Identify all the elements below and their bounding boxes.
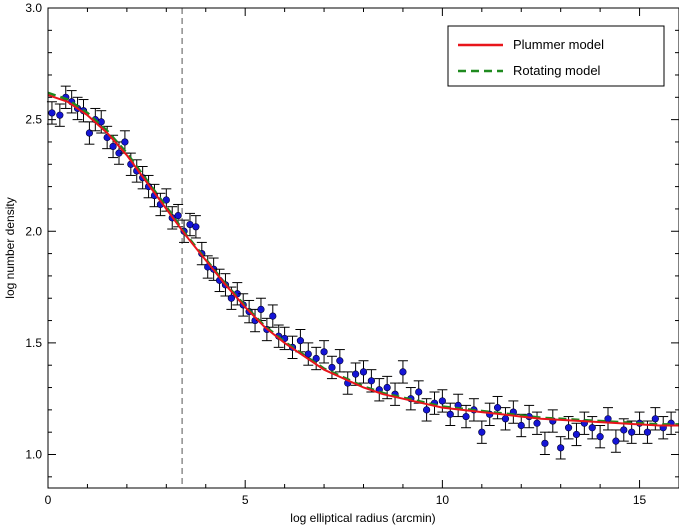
data-point — [374, 379, 384, 401]
data-point — [191, 216, 201, 238]
data-point — [335, 350, 345, 372]
x-tick-label: 10 — [436, 493, 450, 507]
data-marker — [589, 424, 596, 431]
data-marker — [122, 139, 129, 146]
y-tick-label: 1.5 — [25, 336, 42, 350]
data-marker — [187, 221, 194, 228]
data-marker — [597, 433, 604, 440]
data-marker — [613, 438, 620, 445]
data-marker — [269, 313, 276, 320]
data-point — [295, 329, 305, 351]
data-marker — [565, 424, 572, 431]
data-marker — [479, 429, 486, 436]
data-point — [477, 421, 487, 443]
data-point — [508, 401, 518, 423]
x-axis-label: log elliptical radius (arcmin) — [290, 511, 435, 525]
data-point — [548, 410, 558, 432]
data-point — [84, 122, 94, 144]
data-marker — [193, 223, 200, 230]
data-point — [256, 298, 266, 320]
x-tick-label: 5 — [242, 493, 249, 507]
data-marker — [321, 349, 328, 356]
data-point — [359, 361, 369, 383]
data-point — [650, 408, 660, 430]
y-axis-label: log number density — [3, 197, 17, 298]
y-tick-label: 2.0 — [25, 224, 42, 238]
data-point — [540, 432, 550, 454]
data-point — [595, 425, 605, 447]
data-marker — [620, 427, 627, 434]
data-marker — [175, 212, 182, 219]
data-point — [414, 381, 424, 403]
data-point — [579, 412, 589, 434]
data-marker — [415, 389, 422, 396]
y-tick-label: 3.0 — [25, 1, 42, 15]
data-marker — [652, 415, 659, 422]
data-marker — [542, 440, 549, 447]
data-marker — [628, 429, 635, 436]
x-tick-label: 0 — [45, 493, 52, 507]
data-marker — [400, 369, 407, 376]
data-marker — [534, 420, 541, 427]
data-marker — [439, 398, 446, 405]
data-marker — [384, 384, 391, 391]
data-point — [603, 408, 613, 430]
data-marker — [49, 110, 56, 117]
data-point — [500, 408, 510, 430]
legend-label-plummer: Plummer model — [513, 37, 604, 52]
x-tick-label: 15 — [633, 493, 647, 507]
data-marker — [494, 404, 501, 411]
data-marker — [605, 415, 612, 422]
data-marker — [644, 429, 651, 436]
data-marker — [447, 411, 454, 418]
data-marker — [463, 413, 470, 420]
data-marker — [368, 378, 375, 385]
data-point — [343, 372, 353, 394]
data-point — [532, 412, 542, 434]
data-marker — [337, 357, 344, 364]
y-tick-label: 2.5 — [25, 113, 42, 127]
data-point — [556, 437, 566, 459]
data-marker — [518, 422, 525, 429]
data-marker — [110, 143, 117, 150]
data-marker — [258, 306, 265, 313]
data-marker — [573, 431, 580, 438]
legend-label-rotating: Rotating model — [513, 63, 601, 78]
data-marker — [329, 364, 336, 371]
data-marker — [352, 371, 359, 378]
data-marker — [57, 112, 64, 119]
data-marker — [423, 407, 430, 414]
data-marker — [557, 445, 564, 452]
data-marker — [360, 369, 367, 376]
y-tick-label: 1.0 — [25, 448, 42, 462]
data-marker — [502, 415, 509, 422]
data-marker — [297, 337, 304, 344]
data-point — [319, 341, 329, 363]
data-point — [398, 361, 408, 383]
data-marker — [228, 295, 235, 302]
legend: Plummer model Rotating model — [448, 26, 664, 86]
data-point — [268, 305, 278, 327]
data-point — [55, 104, 65, 126]
data-point — [658, 417, 668, 439]
